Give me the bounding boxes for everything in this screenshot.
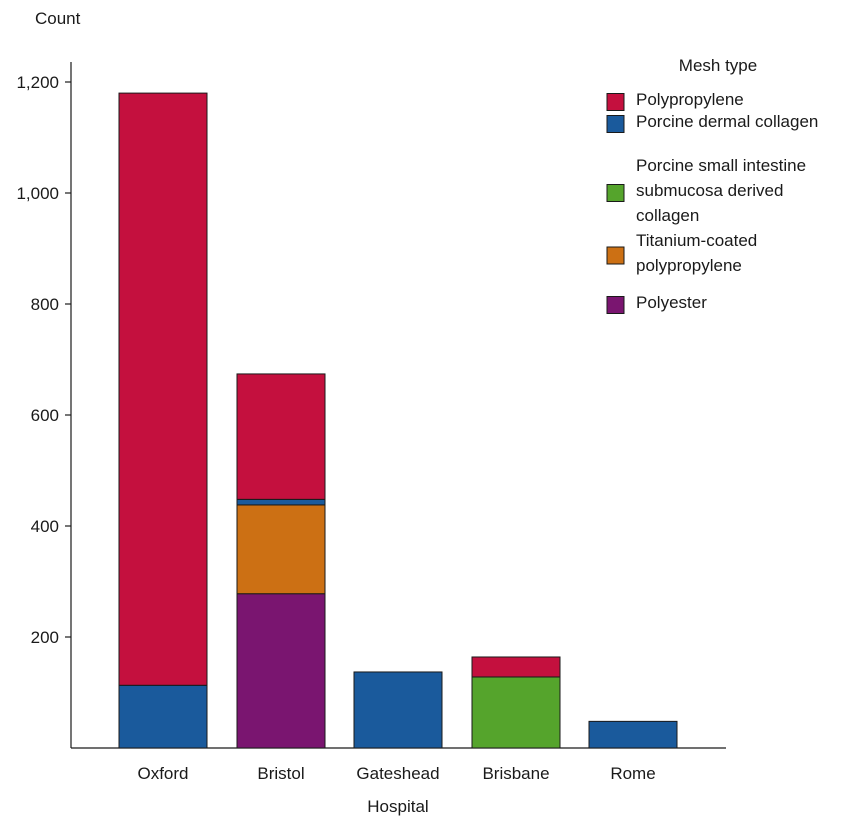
legend: Polypropylene Porcine dermal collagen Porc…: [606, 90, 818, 314]
plot-area: 200 400 600 800 1,000 1,200 Oxford Bristol Gates…: [16, 62, 726, 783]
legend-label: Titanium-coated: [636, 231, 757, 250]
legend-label: polypropylene: [636, 256, 742, 275]
legend-label: submucosa derived: [636, 181, 783, 200]
x-tick-label: Gateshead: [356, 764, 439, 783]
bar-segment: [236, 373, 326, 500]
y-tick-label: 400: [31, 517, 59, 536]
legend-swatch: [606, 184, 625, 202]
bar-segment: [236, 504, 326, 595]
legend-title: Mesh type: [679, 56, 757, 75]
bar-segment: [118, 684, 208, 749]
x-tick-label: Bristol: [257, 764, 304, 783]
bar-segment: [471, 676, 561, 749]
legend-swatch: [606, 246, 625, 265]
legend-label: Polyester: [636, 293, 707, 312]
legend-label: collagen: [636, 206, 699, 225]
legend-label: Polypropylene: [636, 90, 744, 109]
legend-swatch: [606, 93, 625, 111]
x-tick-label: Rome: [610, 764, 655, 783]
y-tick-label: 600: [31, 406, 59, 425]
bar-segment: [588, 720, 678, 749]
y-tick-label: 800: [31, 295, 59, 314]
y-tick-label: 1,000: [16, 184, 59, 203]
bar-segment: [353, 671, 443, 749]
legend-swatch: [606, 296, 625, 314]
bar-segment: [236, 498, 326, 506]
legend-label: Porcine small intestine: [636, 156, 806, 175]
y-tick-label: 1,200: [16, 73, 59, 92]
bar-segment: [471, 656, 561, 678]
x-axis-title: Hospital: [367, 797, 428, 816]
legend-label: Porcine dermal collagen: [636, 112, 818, 131]
x-tick-label: Oxford: [137, 764, 188, 783]
bar-segment: [118, 92, 208, 686]
bar-segment: [236, 593, 326, 749]
y-axis-title: Count: [35, 9, 81, 28]
legend-swatch: [606, 115, 625, 133]
x-tick-label: Brisbane: [482, 764, 549, 783]
y-tick-label: 200: [31, 628, 59, 647]
